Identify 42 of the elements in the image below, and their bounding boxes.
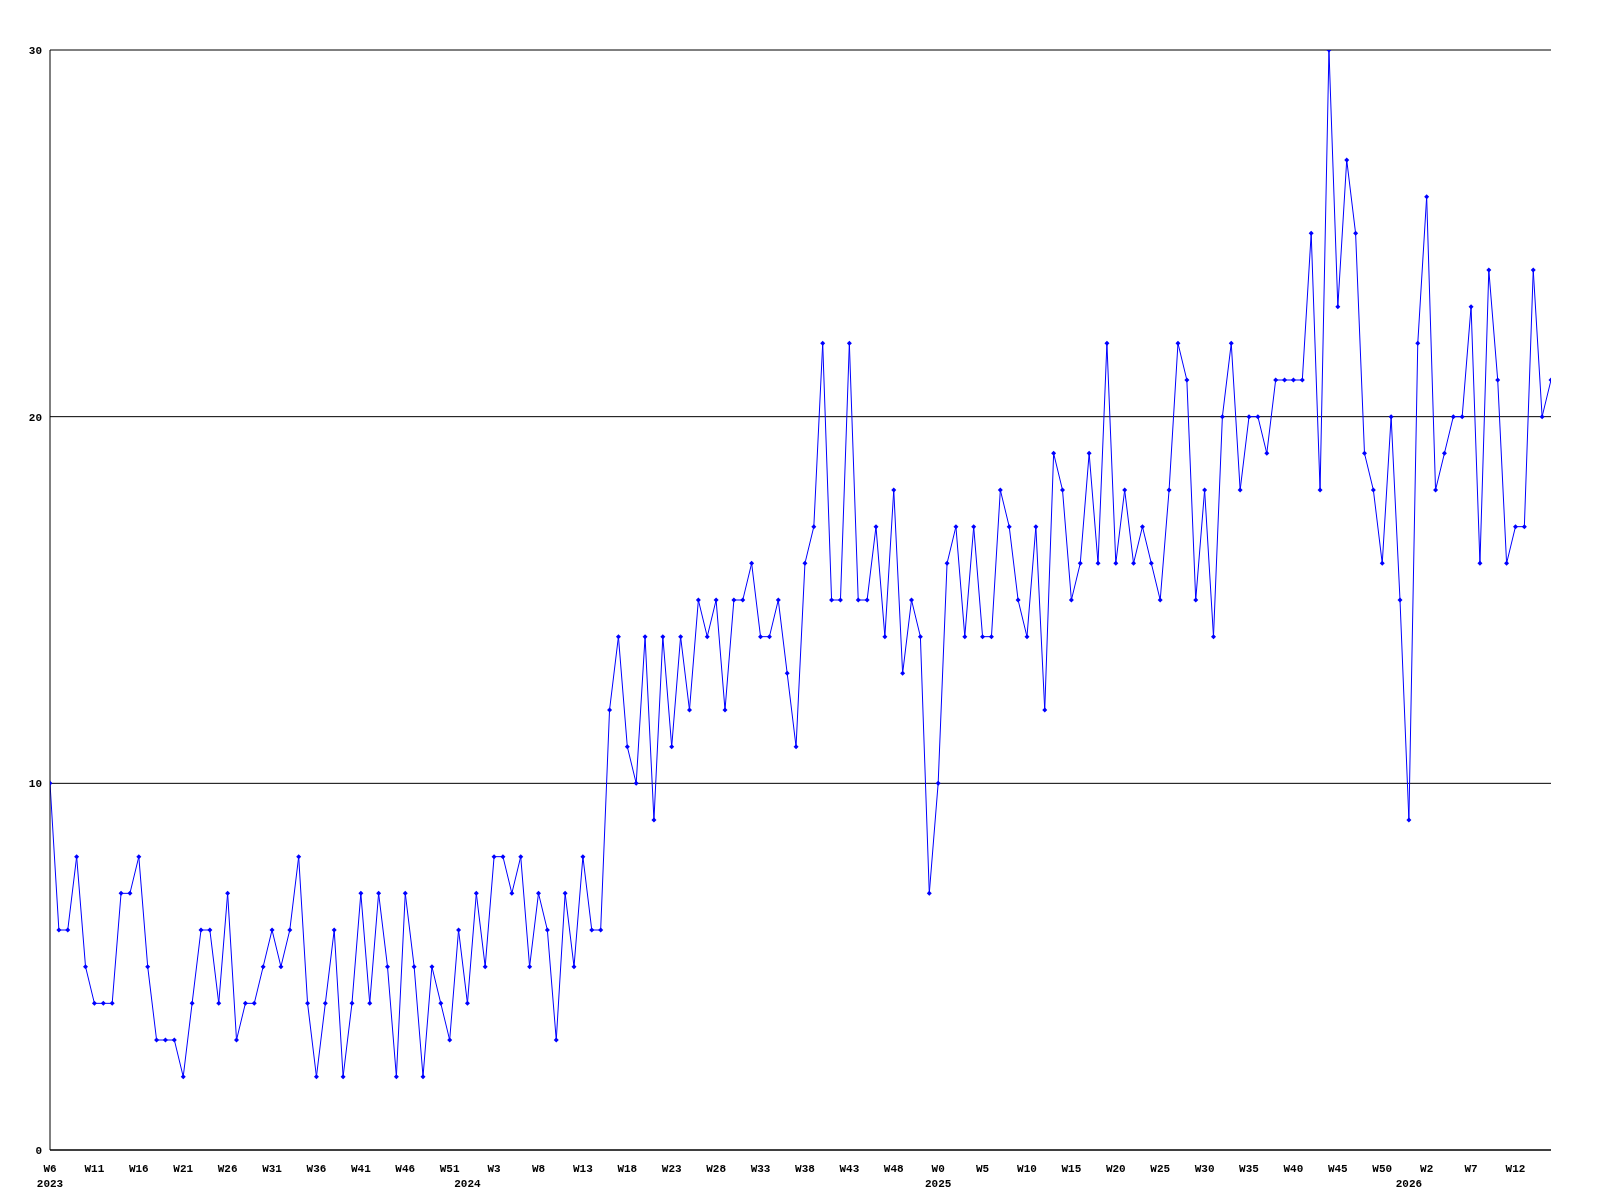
x-tick-label: W6	[43, 1163, 57, 1175]
x-tick-label: W23	[661, 1163, 683, 1175]
x-tick-label: W35	[1239, 1163, 1260, 1175]
x-tick-label: W3	[487, 1163, 502, 1175]
x-tick-label: W28	[706, 1163, 727, 1175]
x-tick-label: W11	[84, 1163, 105, 1175]
text: 2023	[36, 1178, 64, 1190]
text: 2026	[1395, 1178, 1423, 1190]
x-tick-label: W21	[173, 1163, 194, 1175]
x-tick-label: W18	[617, 1163, 638, 1175]
x-tick-label: W40	[1283, 1163, 1304, 1175]
x-tick-label: W7	[1464, 1163, 1478, 1175]
x-tick-label: W33	[750, 1163, 771, 1175]
x-tick-label: W2	[1420, 1163, 1434, 1175]
text: 2025	[924, 1178, 952, 1190]
x-tick-label: W46	[395, 1163, 416, 1175]
y-tick-label: 20	[28, 411, 42, 424]
x-tick-label: W38	[795, 1163, 816, 1175]
x-tick-label: W13	[572, 1163, 594, 1175]
x-tick-label: W51	[439, 1163, 460, 1175]
x-tick-label: W45	[1327, 1163, 1349, 1175]
x-tick-label: W5	[975, 1163, 990, 1175]
x-tick-label: W12	[1505, 1163, 1526, 1175]
x-tick-label: W50	[1372, 1163, 1393, 1175]
x-tick-label: W41	[350, 1163, 372, 1175]
x-tick-label: W8	[531, 1163, 546, 1175]
x-tick-label: W25	[1150, 1163, 1171, 1175]
x-tick-label: W43	[839, 1163, 860, 1175]
x-tick-label: W15	[1061, 1163, 1082, 1175]
x-tick-label: W26	[217, 1163, 238, 1175]
text: 2024	[454, 1178, 482, 1190]
x-tick-label: W36	[306, 1163, 327, 1175]
x-tick-label: W10	[1017, 1163, 1037, 1175]
x-tick-label: W16	[128, 1163, 149, 1175]
x-tick-label: W48	[883, 1163, 905, 1175]
x-tick-label: W0	[931, 1163, 945, 1175]
y-tick-label: 0	[35, 1144, 42, 1157]
x-tick-label: W20	[1105, 1163, 1126, 1175]
x-tick-label: W31	[262, 1163, 283, 1175]
x-tick-label: W30	[1194, 1163, 1215, 1175]
y-tick-label: 30	[28, 44, 42, 57]
y-tick-label: 10	[28, 778, 42, 791]
